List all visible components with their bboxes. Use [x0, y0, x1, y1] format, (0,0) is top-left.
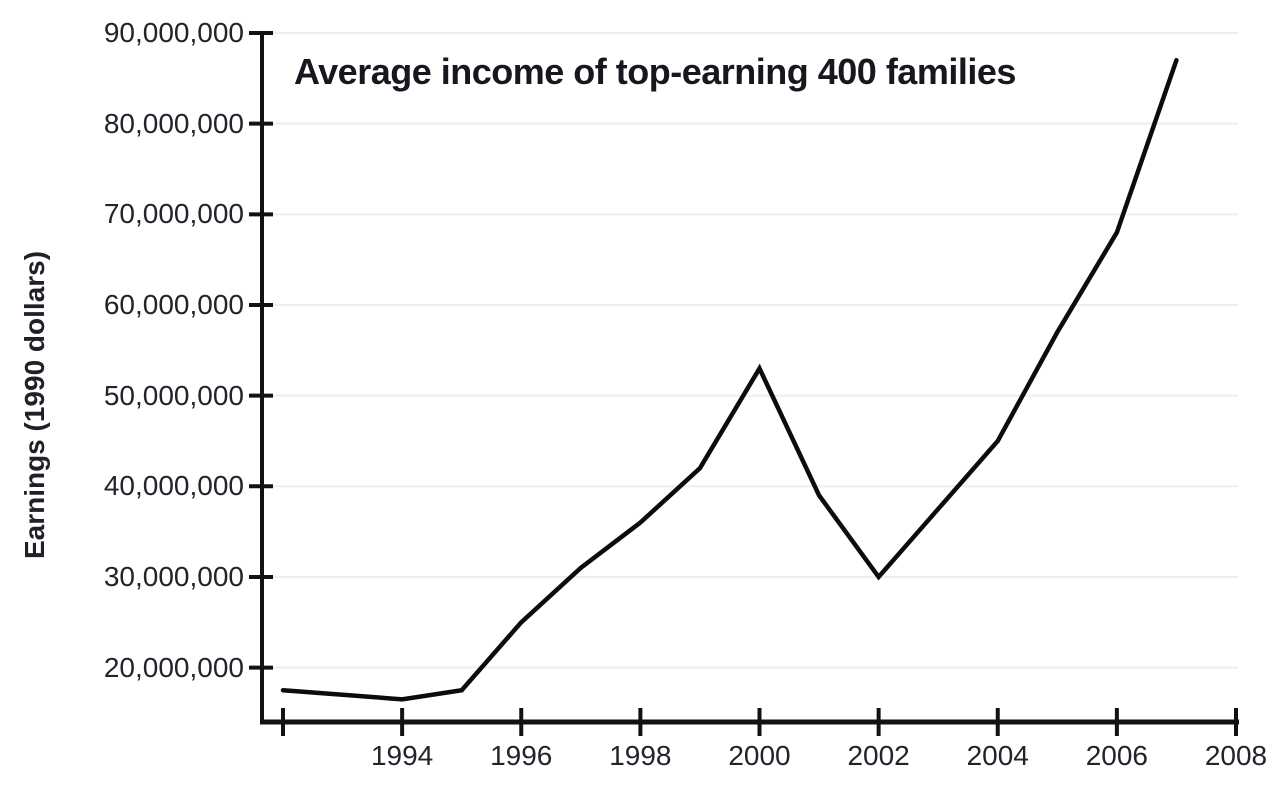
x-tick-label: 2002 — [847, 740, 910, 771]
y-tick-label: 90,000,000 — [103, 17, 244, 48]
y-axis-title: Earnings (1990 dollars) — [19, 250, 50, 560]
income-line — [280, 57, 1179, 702]
chart-title: Average income of top-earning 400 famili… — [294, 51, 1016, 92]
y-tick-label: 70,000,000 — [103, 198, 244, 230]
y-tick-label: 60,000,000 — [103, 288, 244, 320]
y-tick-label: 20,000,000 — [103, 651, 244, 683]
x-tick-label: 1996 — [490, 740, 553, 771]
y-tick-label: 40,000,000 — [103, 470, 244, 502]
x-tick-label: 2008 — [1204, 740, 1268, 771]
x-tick-label: 2006 — [1085, 740, 1149, 771]
x-tick-label: 1998 — [609, 740, 672, 771]
y-tick-label: 50,000,000 — [103, 379, 244, 411]
x-tick-label: 2004 — [966, 740, 1029, 771]
y-tick-label: 30,000,000 — [103, 560, 244, 592]
x-tick-label: 1994 — [370, 740, 434, 771]
y-tick-label: 80,000,000 — [103, 107, 244, 139]
x-tick-label: 2000 — [728, 740, 791, 771]
